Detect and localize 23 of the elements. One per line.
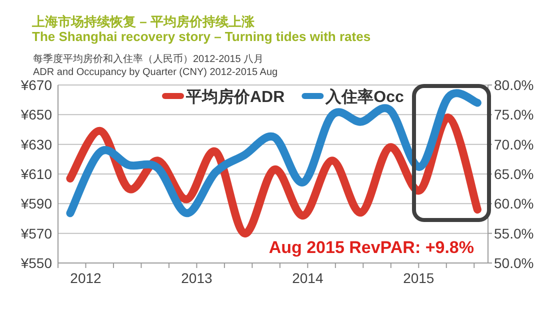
y2-tick-label: 50.0%	[494, 255, 534, 271]
legend-label: 平均房价ADR	[185, 87, 286, 106]
chart-title: 上海市场持续恢复 – 平均房价持续上涨 The Shanghai recovery story – Turning tides with rates	[31, 14, 371, 44]
annotation: Aug 2015 RevPAR: +9.8%	[268, 238, 474, 257]
y-tick-label: ¥550	[20, 255, 52, 271]
legend-label: 入住率Occ	[324, 87, 404, 106]
y2-tick-label: 75.0%	[494, 106, 534, 123]
x-tick-label: 2015	[403, 270, 434, 286]
y2-tick-label: 80.0%	[494, 77, 534, 93]
x-tick-label: 2014	[292, 270, 324, 286]
chart-subtitle: 每季度平均房价和入住率（人民币）2012-2015 八月 ADR and Occupancy by Quarter (CNY) 2012-2015 Aug	[33, 53, 278, 78]
y2-tick-label: 55.0%	[494, 225, 534, 242]
x-tick-label: 2012	[70, 270, 102, 286]
y-tick-label: ¥650	[20, 106, 52, 123]
y-tick-label: ¥630	[20, 136, 52, 152]
y-tick-label: ¥610	[20, 166, 52, 182]
x-tick-label: 2013	[181, 270, 212, 286]
y-tick-label: ¥570	[20, 225, 52, 242]
y2-tick-label: 60.0%	[494, 196, 534, 212]
y-tick-label: ¥670	[20, 77, 52, 93]
y2-tick-label: 65.0%	[494, 166, 534, 182]
y2-tick-label: 70.0%	[494, 136, 534, 152]
y-tick-label: ¥590	[20, 196, 52, 212]
